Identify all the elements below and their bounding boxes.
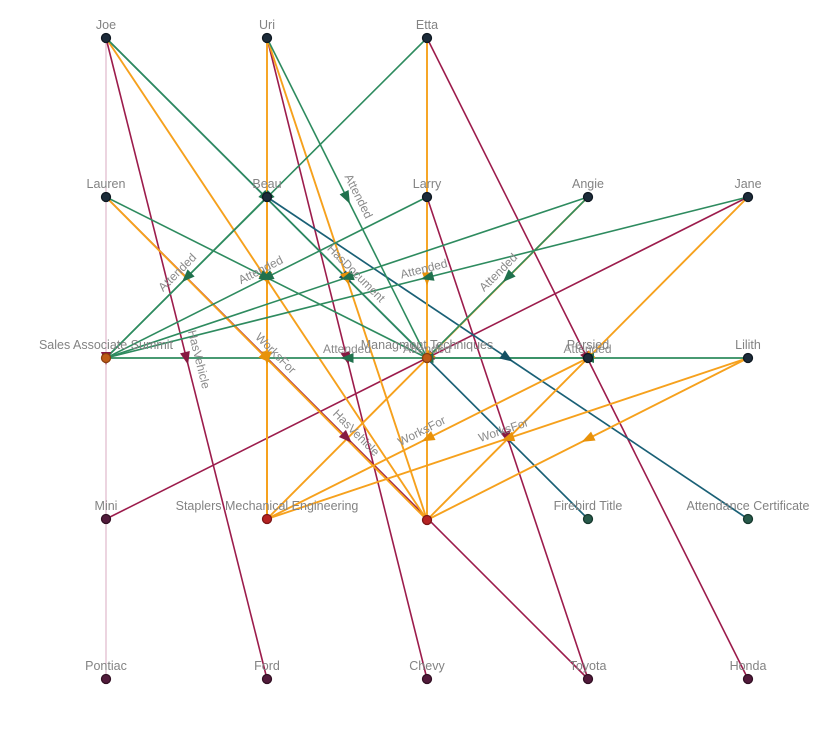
- node-label-mt: Managment Techniques: [361, 338, 494, 352]
- edge-label-lilith-mt: Attended: [563, 342, 611, 356]
- node-label-sas: Sales Associate Summit: [39, 338, 174, 352]
- edge-arrow-icon: [338, 429, 352, 443]
- node-label-lilith: Lilith: [735, 338, 761, 352]
- node-label-angie: Angie: [572, 177, 604, 191]
- node-label-beau: Beau: [252, 177, 281, 191]
- edge-arrow-icon: [499, 350, 513, 362]
- node-jane[interactable]: [742, 191, 754, 203]
- node-label-persied: Persied: [567, 338, 609, 352]
- node-label-etta: Etta: [416, 18, 438, 32]
- node-lilith[interactable]: [742, 352, 754, 364]
- node-etta[interactable]: [421, 32, 433, 44]
- node-sas[interactable]: [100, 352, 112, 364]
- node-labels-layer: Joe Uri Etta Lauren Beau Larry Angie Jane Sales …: [39, 18, 810, 673]
- node-staplers[interactable]: [261, 513, 273, 525]
- node-company2[interactable]: [421, 514, 433, 526]
- node-uri[interactable]: [261, 32, 273, 44]
- edge-arrow-icon: [340, 270, 355, 281]
- edge-arrow-icon: [340, 353, 354, 363]
- node-lauren[interactable]: [100, 191, 112, 203]
- node-firebird_title[interactable]: [582, 513, 594, 525]
- node-beau[interactable]: [261, 191, 273, 203]
- edge-arrow-icon: [258, 350, 272, 364]
- node-persied[interactable]: [582, 352, 594, 364]
- node-pontiac[interactable]: [100, 673, 112, 685]
- node-mini[interactable]: [100, 513, 112, 525]
- node-label-uri: Uri: [259, 18, 275, 32]
- node-angie[interactable]: [582, 191, 594, 203]
- edge-label-larry-sas: Attended: [236, 253, 285, 287]
- node-chevy[interactable]: [421, 673, 433, 685]
- node-attendance_certificate[interactable]: [742, 513, 754, 525]
- edge-arrow-icon: [501, 431, 516, 442]
- edge-arrow-icon: [181, 269, 195, 283]
- edge-label-persied-staplers: WorksFor: [395, 413, 448, 449]
- edge-label-lilith-sas: Attended: [403, 342, 451, 356]
- edge-label-persied-sas: Attended: [323, 342, 371, 356]
- node-ford[interactable]: [261, 673, 273, 685]
- node-label-mini: Mini: [95, 499, 118, 513]
- node-label-attendance_certificate: Attendance Certificate: [687, 499, 810, 513]
- node-label-pontiac: Pontiac: [85, 659, 127, 673]
- node-toyota[interactable]: [582, 673, 594, 685]
- edge-arrow-icon: [180, 350, 190, 365]
- node-label-honda: Honda: [730, 659, 767, 673]
- edge-arrow-icon: [421, 431, 436, 442]
- node-label-larry: Larry: [413, 177, 442, 191]
- node-mt[interactable]: [421, 352, 433, 364]
- edge-label-lauren-company2: WorksFor: [253, 330, 299, 377]
- edge-arrow-icon: [258, 270, 273, 281]
- node-label-jane: Jane: [734, 177, 761, 191]
- edge-arrow-icon: [420, 271, 435, 281]
- node-larry[interactable]: [421, 191, 433, 203]
- node-label-ford: Ford: [254, 659, 280, 673]
- node-joe[interactable]: [100, 32, 112, 44]
- node-label-staplers: Staplers Mechanical Engineering: [176, 499, 359, 513]
- nodes-layer: [100, 32, 754, 685]
- node-label-lauren: Lauren: [87, 177, 126, 191]
- edge-arrow-icon: [502, 269, 516, 283]
- node-label-toyota: Toyota: [570, 659, 607, 673]
- edge-label-joe-ford: HasVehicle: [185, 329, 213, 391]
- node-label-chevy: Chevy: [409, 659, 445, 673]
- edge-arrow-icon: [339, 189, 350, 204]
- node-honda[interactable]: [742, 673, 754, 685]
- node-label-joe: Joe: [96, 18, 116, 32]
- edge-arrow-icon: [581, 431, 596, 442]
- node-label-firebird_title: Firebird Title: [554, 499, 623, 513]
